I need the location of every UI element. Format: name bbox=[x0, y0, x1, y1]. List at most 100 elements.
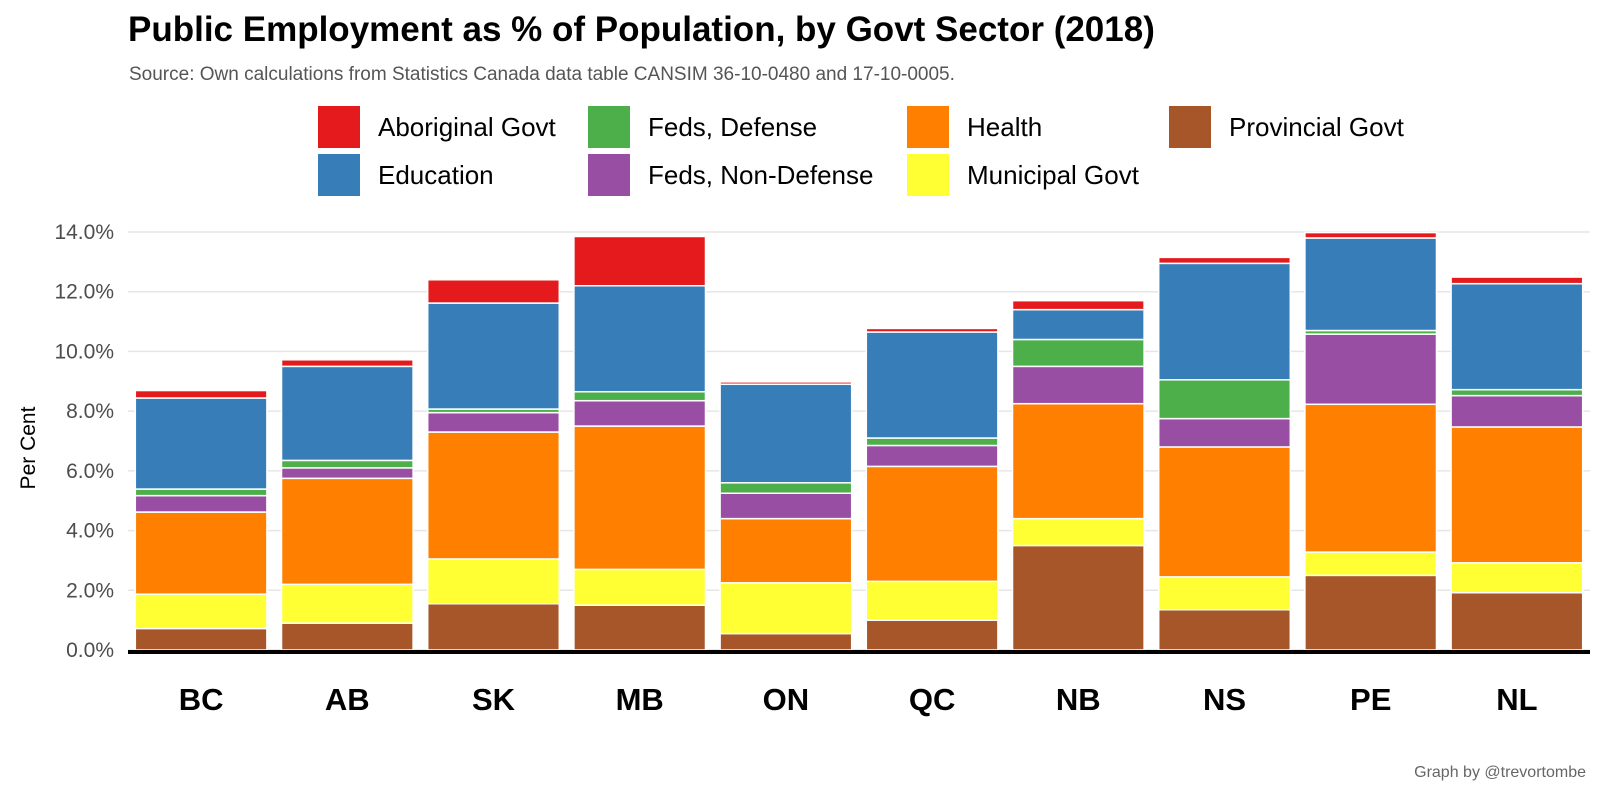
bar-segment bbox=[1450, 591, 1584, 651]
bar-segment bbox=[1304, 574, 1438, 651]
bar-segment bbox=[573, 568, 707, 606]
bar-segment bbox=[865, 619, 999, 651]
bar-segment bbox=[1304, 551, 1438, 577]
y-tick-label: 4.0% bbox=[66, 520, 114, 543]
bar-segment bbox=[426, 602, 561, 651]
chart-subtitle: Source: Own calculations from Statistics… bbox=[129, 64, 955, 85]
legend-label: Feds, Defense bbox=[648, 112, 817, 142]
bar-segment bbox=[573, 399, 707, 427]
bar-segment bbox=[280, 365, 414, 462]
y-tick-label: 6.0% bbox=[66, 460, 114, 483]
legend-label: Provincial Govt bbox=[1229, 112, 1405, 142]
bar-segment bbox=[1157, 379, 1292, 420]
bar-segment bbox=[865, 444, 999, 468]
bar-segment bbox=[280, 583, 414, 624]
legend-label: Aboriginal Govt bbox=[378, 112, 557, 142]
bar-segment bbox=[865, 437, 999, 447]
bar-segment bbox=[573, 390, 707, 402]
y-tick-label: 2.0% bbox=[66, 579, 114, 602]
y-tick-label: 14.0% bbox=[54, 221, 114, 244]
bar-segment bbox=[134, 488, 268, 497]
x-tick-label: ON bbox=[763, 682, 810, 717]
bar-segment bbox=[719, 381, 853, 386]
chart-title: Public Employment as % of Population, by… bbox=[128, 10, 1155, 49]
bar-segment bbox=[1157, 576, 1292, 611]
x-tick-label: NS bbox=[1203, 682, 1246, 717]
bar-segment bbox=[1304, 403, 1438, 553]
bar-segment bbox=[134, 389, 268, 399]
bar-segment bbox=[865, 580, 999, 621]
bar-segment bbox=[1450, 388, 1584, 397]
bar-segment bbox=[1450, 426, 1584, 564]
legend-key bbox=[588, 154, 630, 196]
legend: Aboriginal Govt Feds, Defense Health Provin… bbox=[318, 106, 1405, 196]
y-tick-label: 12.0% bbox=[54, 281, 114, 304]
x-tick-label: AB bbox=[325, 682, 370, 717]
x-tick-label: BC bbox=[179, 682, 224, 717]
bar-segment bbox=[1450, 394, 1584, 428]
bar-segment bbox=[426, 431, 561, 560]
x-tick-label: MB bbox=[616, 682, 664, 717]
y-tick-label: 8.0% bbox=[66, 400, 114, 423]
bar-segment bbox=[1157, 608, 1292, 651]
bar-segment bbox=[1450, 562, 1584, 594]
bar-segment bbox=[719, 517, 853, 584]
bar-segment bbox=[865, 331, 999, 439]
bar-segment bbox=[1011, 544, 1145, 651]
bar-segment bbox=[426, 302, 561, 410]
legend-key bbox=[1169, 106, 1211, 148]
bar-segment bbox=[134, 511, 268, 595]
bars bbox=[134, 231, 1584, 651]
legend-key bbox=[318, 106, 360, 148]
legend-label: Health bbox=[967, 112, 1042, 142]
x-tick-label: PE bbox=[1350, 682, 1391, 717]
x-tick-label: NB bbox=[1056, 682, 1101, 717]
bar-segment bbox=[134, 627, 268, 651]
y-axis-ticks: 0.0% 2.0% 4.0% 6.0% 8.0% 10.0% 12.0% 14.0% bbox=[54, 221, 114, 662]
bar-segment bbox=[134, 494, 268, 513]
bar-segment bbox=[865, 327, 999, 333]
bar-segment bbox=[1450, 282, 1584, 391]
bar-segment bbox=[1011, 308, 1145, 341]
x-tick-label: NL bbox=[1496, 682, 1537, 717]
bar-segment bbox=[280, 477, 414, 586]
bar-segment bbox=[1304, 333, 1438, 406]
bar-segment bbox=[280, 359, 414, 368]
legend-key bbox=[318, 154, 360, 196]
bar-segment bbox=[134, 397, 268, 490]
bar-segment bbox=[1157, 262, 1292, 381]
bar-segment bbox=[719, 582, 853, 635]
bar-segment bbox=[1011, 338, 1145, 368]
legend-key bbox=[588, 106, 630, 148]
bar-segment bbox=[573, 235, 707, 287]
bar-segment bbox=[1304, 237, 1438, 332]
bar-segment bbox=[134, 593, 268, 630]
bar-segment bbox=[280, 622, 414, 651]
bar-segment bbox=[1011, 299, 1145, 311]
bar-segment bbox=[1450, 276, 1584, 285]
legend-label: Education bbox=[378, 160, 494, 190]
bar-segment bbox=[426, 279, 561, 304]
bar-segment bbox=[1011, 517, 1145, 547]
bar-segment bbox=[426, 558, 561, 605]
legend-key bbox=[907, 154, 949, 196]
bar-segment bbox=[719, 632, 853, 651]
bar-segment bbox=[1011, 402, 1145, 520]
bar-segment bbox=[719, 482, 853, 494]
legend-label: Municipal Govt bbox=[967, 160, 1140, 190]
bar-segment bbox=[1157, 417, 1292, 448]
legend-label: Feds, Non-Defense bbox=[648, 160, 873, 190]
bar-segment bbox=[573, 284, 707, 393]
caption: Graph by @trevortombe bbox=[1414, 764, 1586, 781]
x-tick-label: SK bbox=[472, 682, 516, 717]
bar-segment bbox=[1157, 256, 1292, 265]
bar-segment bbox=[719, 383, 853, 484]
bar-segment bbox=[719, 492, 853, 520]
bar-segment bbox=[865, 465, 999, 583]
bar-segment bbox=[1304, 231, 1438, 239]
bar-segment bbox=[426, 411, 561, 433]
x-tick-label: QC bbox=[909, 682, 956, 717]
x-axis-ticks: BC AB SK MB ON QC NB NS PE NL bbox=[179, 682, 1538, 717]
bar-segment bbox=[1157, 446, 1292, 578]
